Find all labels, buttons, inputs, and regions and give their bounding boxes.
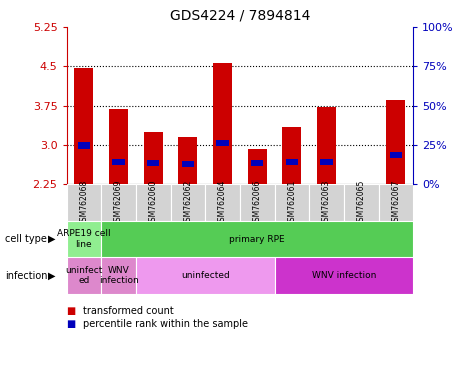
Bar bbox=[147, 160, 159, 166]
Bar bbox=[66, 257, 101, 294]
Bar bbox=[171, 184, 205, 221]
Bar bbox=[321, 159, 332, 166]
Bar bbox=[101, 184, 136, 221]
Text: GSM762064: GSM762064 bbox=[218, 179, 227, 226]
Bar bbox=[101, 257, 136, 294]
Text: GSM762061: GSM762061 bbox=[287, 179, 296, 226]
Text: GSM762065: GSM762065 bbox=[357, 179, 366, 226]
Text: GSM762062: GSM762062 bbox=[183, 179, 192, 226]
Text: GSM762060: GSM762060 bbox=[149, 179, 158, 226]
Bar bbox=[386, 100, 406, 184]
Bar bbox=[109, 109, 128, 184]
Bar bbox=[78, 142, 90, 149]
Text: percentile rank within the sample: percentile rank within the sample bbox=[83, 319, 248, 329]
Bar bbox=[317, 107, 336, 184]
Text: cell type: cell type bbox=[5, 234, 47, 244]
Text: GSM762069: GSM762069 bbox=[114, 179, 123, 226]
Text: transformed count: transformed count bbox=[83, 306, 174, 316]
Bar bbox=[66, 221, 101, 257]
Text: infection: infection bbox=[5, 270, 47, 281]
Bar bbox=[182, 161, 194, 167]
Text: primary RPE: primary RPE bbox=[229, 235, 285, 243]
Bar bbox=[275, 184, 309, 221]
Text: GSM762067: GSM762067 bbox=[391, 179, 400, 226]
Bar bbox=[309, 184, 344, 221]
Bar bbox=[344, 184, 379, 221]
Bar bbox=[379, 184, 413, 221]
Bar bbox=[240, 184, 275, 221]
Text: WNV infection: WNV infection bbox=[312, 271, 376, 280]
Bar bbox=[113, 159, 124, 165]
Text: GSM762068: GSM762068 bbox=[79, 179, 88, 226]
Bar bbox=[178, 137, 198, 184]
Text: uninfected: uninfected bbox=[181, 271, 229, 280]
Text: GSM762066: GSM762066 bbox=[253, 179, 262, 226]
Bar bbox=[282, 127, 302, 184]
Text: ■: ■ bbox=[66, 319, 76, 329]
Text: ■: ■ bbox=[66, 306, 76, 316]
Text: ▶: ▶ bbox=[48, 234, 55, 244]
Bar bbox=[217, 140, 228, 146]
Bar bbox=[205, 184, 240, 221]
Bar bbox=[66, 184, 101, 221]
Bar bbox=[74, 68, 94, 184]
Bar bbox=[213, 63, 232, 184]
Title: GDS4224 / 7894814: GDS4224 / 7894814 bbox=[170, 9, 310, 23]
Bar bbox=[136, 184, 171, 221]
Bar bbox=[136, 257, 275, 294]
Text: ARPE19 cell
line: ARPE19 cell line bbox=[57, 229, 111, 249]
Bar bbox=[143, 132, 163, 184]
Bar bbox=[251, 160, 263, 166]
Text: GSM762063: GSM762063 bbox=[322, 179, 331, 226]
Bar bbox=[247, 149, 267, 184]
Bar bbox=[286, 159, 298, 165]
Text: ▶: ▶ bbox=[48, 270, 55, 281]
Text: uninfect
ed: uninfect ed bbox=[65, 266, 103, 285]
Bar bbox=[390, 152, 402, 158]
Text: WNV
infection: WNV infection bbox=[99, 266, 138, 285]
Bar bbox=[275, 257, 413, 294]
